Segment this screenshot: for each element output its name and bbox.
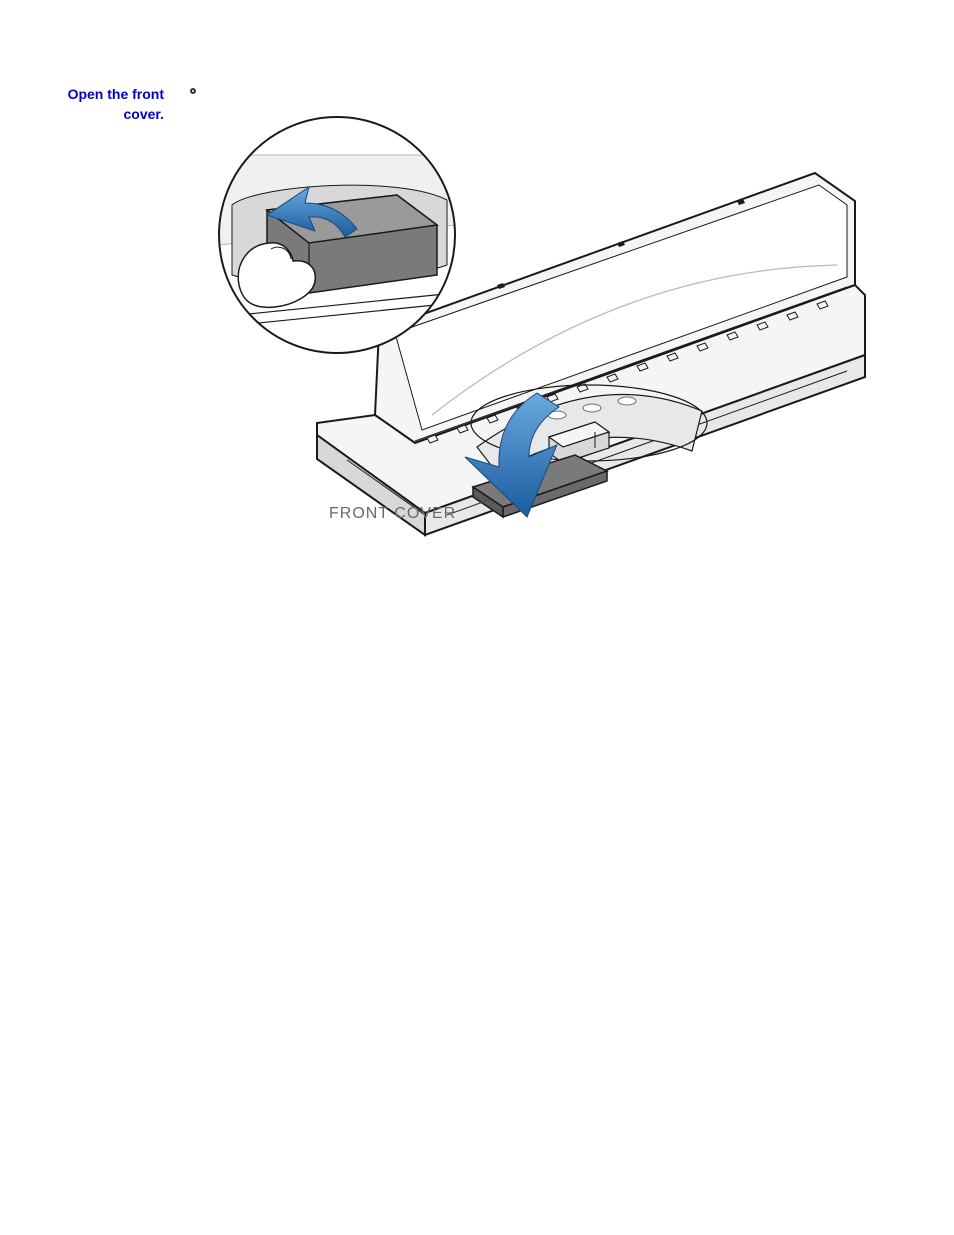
bullet-icon <box>190 88 196 94</box>
step-label: Open the front cover. <box>58 85 164 124</box>
printer-diagram: FRONT COVER <box>197 115 869 555</box>
front-cover-callout: FRONT COVER <box>329 505 456 523</box>
page: Open the front cover. <box>0 0 954 1235</box>
printer-illustration-svg <box>197 115 869 555</box>
